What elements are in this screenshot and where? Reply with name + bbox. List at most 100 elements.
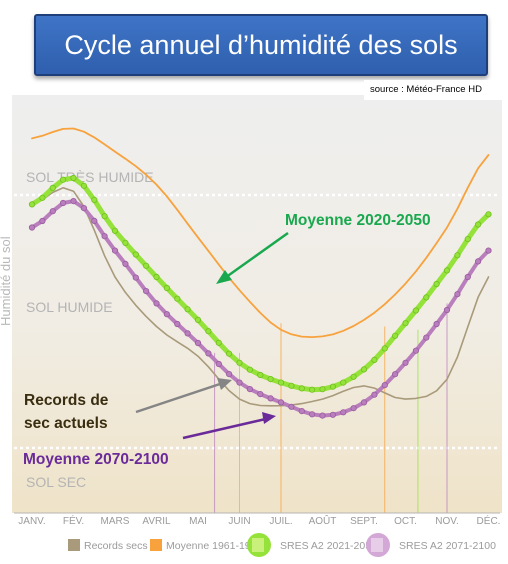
- marker-lines: [214, 303, 448, 513]
- data-point: [350, 405, 357, 412]
- series-line-records: [31, 187, 490, 407]
- legend-label-2021: SRES A2 2021-2050: [280, 540, 377, 552]
- data-point: [143, 262, 150, 269]
- data-point: [423, 334, 430, 341]
- data-point: [39, 217, 46, 225]
- chart-title: Cycle annuel d’humidité des sols: [34, 14, 488, 76]
- data-point: [91, 196, 98, 203]
- data-point: [485, 247, 492, 254]
- x-tick-label: MARS: [101, 516, 130, 527]
- data-point: [236, 359, 243, 366]
- data-point: [288, 382, 295, 389]
- arrow-2020-2050: [221, 231, 289, 282]
- data-point: [423, 294, 430, 301]
- legend-label-1961: Moyenne 1961-1990: [166, 540, 262, 552]
- data-point: [329, 383, 336, 390]
- data-point: [246, 385, 253, 393]
- x-tick-label: SEPT.: [350, 516, 378, 527]
- data-point: [319, 386, 326, 393]
- y-axis-label: Humidité du sol: [0, 236, 13, 326]
- annotation-records-line1: Records de: [24, 392, 109, 409]
- data-point: [215, 360, 222, 368]
- x-tick-label: FÉV.: [63, 514, 84, 527]
- legend-swatch-records: [68, 539, 80, 551]
- arrow-2020-2050-head: [216, 270, 232, 284]
- legend-label-records: Records secs: [84, 540, 148, 552]
- arrow-records-head: [217, 378, 232, 390]
- arrow-records: [135, 380, 227, 414]
- legend-swatch-2021-inner: [252, 538, 264, 552]
- data-point: [132, 251, 139, 258]
- data-point: [298, 407, 305, 415]
- x-tick-label: JUIN: [228, 516, 250, 527]
- data-point: [194, 339, 202, 347]
- data-point: [340, 379, 347, 386]
- data-point: [80, 182, 88, 189]
- annotation-arrows: [135, 231, 289, 440]
- zone-label-dry: SOL SEC: [26, 474, 86, 490]
- data-point: [267, 395, 274, 402]
- data-point: [360, 366, 368, 373]
- data-point: [443, 306, 451, 314]
- data-point: [111, 247, 119, 254]
- data-point: [59, 199, 67, 207]
- data-point: [257, 371, 264, 379]
- data-point: [122, 260, 129, 267]
- data-point: [412, 307, 419, 314]
- data-point: [184, 306, 191, 313]
- arrow-2070-2100-head: [262, 412, 276, 424]
- data-point: [122, 239, 129, 246]
- annotation-moyenne-2070-2100: Moyenne 2070-2100: [23, 451, 169, 468]
- data-point: [236, 379, 243, 386]
- zone-label-very-wet: SOL TRÈS HUMIDE: [26, 169, 154, 185]
- data-point: [215, 339, 222, 346]
- data-point: [184, 330, 191, 337]
- data-point: [288, 403, 295, 410]
- data-point: [474, 258, 482, 265]
- data-point: [454, 291, 461, 298]
- data-point: [474, 221, 482, 228]
- data-point: [153, 273, 160, 281]
- data-point: [371, 391, 378, 398]
- legend-label-2071: SRES A2 2071-2100: [399, 540, 496, 552]
- legend: Records secs Moyenne 1961-1990 SRES A2 2…: [68, 533, 496, 557]
- arrow-2070-2100: [182, 416, 271, 440]
- data-point: [111, 227, 119, 234]
- data-point: [381, 345, 388, 352]
- zone-label-wet: SOL HUMIDE: [26, 299, 113, 315]
- data-point: [464, 273, 471, 281]
- data-point: [360, 399, 368, 406]
- x-tick-label: AOÛT: [309, 514, 337, 527]
- data-point: [132, 274, 139, 281]
- data-point: [433, 320, 440, 328]
- data-point: [443, 267, 451, 274]
- data-point: [485, 211, 492, 218]
- data-point: [59, 176, 67, 183]
- data-point: [143, 287, 150, 295]
- data-point: [246, 366, 253, 373]
- data-point: [308, 411, 316, 418]
- data-point: [80, 205, 88, 212]
- x-tick-label: MAI: [189, 516, 207, 527]
- data-point: [91, 217, 98, 224]
- x-axis-ticks: JANV. FÉV. MARS AVRIL MAI JUIN JUIL. AOÛT SEPT. O…: [18, 514, 500, 527]
- data-point: [101, 233, 108, 240]
- data-point: [226, 370, 233, 378]
- data-point: [454, 252, 461, 259]
- x-tick-label: AVRIL: [142, 516, 171, 527]
- data-point: [70, 198, 77, 205]
- data-point: [391, 332, 399, 339]
- data-point: [205, 328, 212, 335]
- data-point: [402, 359, 409, 366]
- legend-swatch-2071-inner: [371, 538, 383, 552]
- data-point: [350, 373, 357, 380]
- x-tick-label: OCT.: [394, 516, 417, 527]
- data-point: [433, 280, 440, 288]
- annotation-moyenne-2020-2050: Moyenne 2020-2050: [285, 212, 431, 229]
- data-point: [153, 300, 160, 307]
- annotation-records-line2: sec actuels: [24, 415, 108, 432]
- data-point: [70, 174, 77, 182]
- series-line-moyenne-1961-1990: [31, 127, 490, 338]
- data-point: [163, 311, 170, 318]
- data-point: [298, 385, 305, 392]
